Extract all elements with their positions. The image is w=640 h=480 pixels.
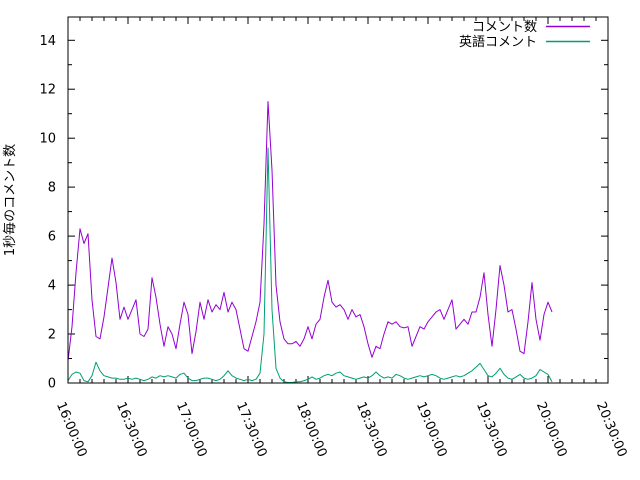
y-tick-labels: 0 2 4 6 8 10 12 14 xyxy=(39,34,56,392)
y-axis-title: 1秒毎のコメント数 xyxy=(2,144,18,256)
x-tick-label: 16:30:00 xyxy=(113,400,150,460)
x-tick-label: 18:30:00 xyxy=(353,400,390,460)
plot-border xyxy=(67,16,609,384)
series-english-comments xyxy=(67,147,553,383)
x-tick-label: 16:00:00 xyxy=(53,400,90,460)
y-tick-label: 14 xyxy=(39,34,56,49)
x-tick-label: 19:00:00 xyxy=(413,400,450,460)
y-tick-label: 4 xyxy=(48,279,56,294)
y-tick-label: 2 xyxy=(48,328,56,343)
x-tick-labels: 16:00:00 16:30:00 17:00:00 17:30:00 18:00:00… xyxy=(53,400,630,460)
x-tick-label: 17:00:00 xyxy=(173,400,210,460)
y-tick-label: 8 xyxy=(48,181,56,196)
legend: コメント数 英語コメント xyxy=(459,20,590,50)
legend-label-english-comments: 英語コメント xyxy=(459,34,537,50)
legend-label-comment-count: コメント数 xyxy=(472,20,537,35)
series-comment-count xyxy=(67,101,553,362)
y-tick-label: 0 xyxy=(48,377,56,392)
x-tick-label: 18:00:00 xyxy=(293,400,330,460)
x-tick-label: 20:00:00 xyxy=(533,400,570,460)
y-tick-label: 10 xyxy=(39,132,56,147)
x-tick-label: 19:30:00 xyxy=(473,400,510,460)
x-tick-label: 20:30:00 xyxy=(593,400,630,460)
x-tick-label: 17:30:00 xyxy=(233,400,270,460)
y-tick-label: 12 xyxy=(39,83,56,98)
y-tick-label: 6 xyxy=(48,230,56,245)
